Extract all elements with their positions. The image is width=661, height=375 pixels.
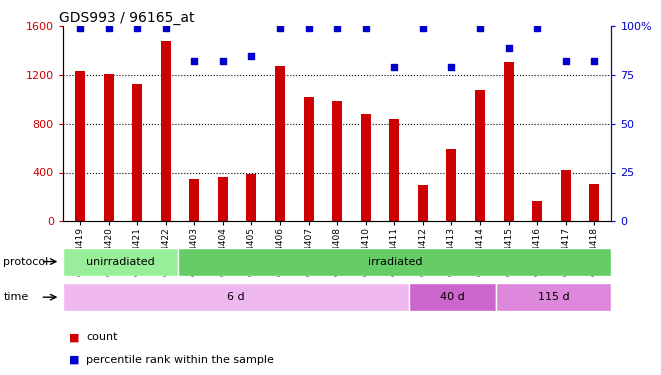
Point (532, 25, 543, 31)
Bar (247, 174, 256, 221)
Bar (332, 100, 342, 221)
Text: irradiated: irradiated (368, 256, 422, 267)
Point (275, 25, 286, 31)
Point (446, 64, 457, 70)
Point (389, 64, 399, 70)
Bar (589, 184, 600, 221)
Text: unirradiated: unirradiated (86, 256, 155, 267)
Bar (275, 66, 285, 221)
Point (132, 25, 142, 31)
Text: ■: ■ (69, 333, 80, 342)
Bar (504, 62, 514, 221)
Bar (63, 248, 178, 276)
Bar (561, 170, 570, 221)
Point (475, 25, 485, 31)
Bar (132, 84, 142, 221)
Bar (104, 74, 114, 221)
Point (503, 45, 514, 51)
Point (418, 25, 428, 31)
Text: time: time (3, 292, 28, 302)
Bar (161, 41, 171, 221)
Bar (189, 178, 199, 221)
Text: 6 d: 6 d (227, 292, 245, 302)
Bar (475, 90, 485, 221)
Bar (361, 114, 371, 221)
Text: 115 d: 115 d (538, 292, 570, 302)
Point (103, 25, 114, 31)
Point (246, 53, 256, 58)
Point (189, 58, 200, 64)
Point (561, 58, 571, 64)
Text: percentile rank within the sample: percentile rank within the sample (86, 355, 274, 365)
Bar (496, 283, 611, 311)
Bar (418, 185, 428, 221)
Bar (532, 201, 542, 221)
Point (75, 25, 85, 31)
Bar (218, 177, 228, 221)
Point (303, 25, 314, 31)
Text: 40 d: 40 d (440, 292, 465, 302)
Bar (303, 97, 313, 221)
Point (217, 58, 228, 64)
Point (360, 25, 371, 31)
Text: count: count (86, 333, 118, 342)
Text: protocol: protocol (3, 256, 48, 267)
Point (589, 58, 600, 64)
Text: ■: ■ (69, 355, 80, 365)
Point (161, 25, 171, 31)
Bar (178, 248, 611, 276)
Point (332, 25, 342, 31)
Bar (389, 119, 399, 221)
Bar (63, 283, 409, 311)
Bar (446, 149, 456, 221)
Bar (75, 71, 85, 221)
Bar (409, 283, 496, 311)
Text: GDS993 / 96165_at: GDS993 / 96165_at (59, 11, 195, 25)
